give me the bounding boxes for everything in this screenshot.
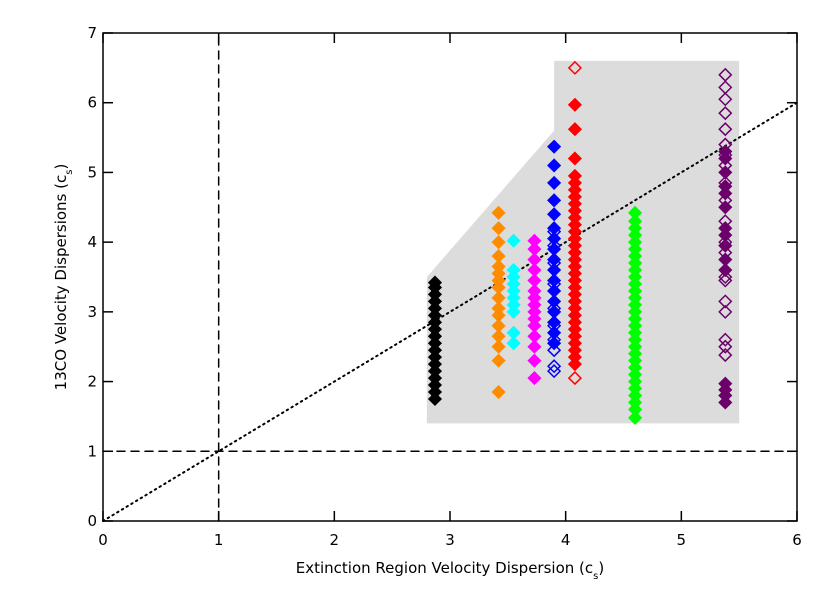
data-point [547, 238, 562, 253]
y-tick-label: 0 [87, 512, 97, 530]
data-point [567, 371, 582, 386]
data-point [491, 221, 506, 236]
x-tick-label: 3 [445, 531, 455, 549]
data-point [718, 262, 733, 278]
data-point [491, 249, 506, 264]
data-point [718, 122, 733, 137]
data-point [527, 371, 542, 386]
data-point [491, 353, 506, 368]
data-point [491, 205, 506, 220]
y-tick-label: 5 [87, 163, 97, 181]
data-point [547, 224, 562, 239]
data-point [491, 318, 506, 333]
data-point [628, 410, 643, 425]
data-point [718, 269, 733, 285]
data-point [527, 353, 542, 368]
data-point [506, 325, 521, 340]
y-tick-label: 1 [87, 442, 97, 460]
data-point [718, 273, 733, 288]
data-point [718, 200, 733, 215]
data-point [547, 301, 562, 316]
data-point [527, 273, 542, 288]
data-point [628, 214, 643, 229]
data-point [718, 304, 733, 319]
x-axis-label-part: s [593, 571, 598, 582]
data-point [547, 359, 562, 374]
data-point [491, 301, 506, 316]
x-tick-label: 6 [792, 531, 802, 549]
data-point [718, 165, 733, 180]
data-point [491, 290, 506, 305]
y-tick-label: 4 [87, 233, 97, 251]
data-point [547, 158, 562, 173]
data-point [547, 255, 562, 271]
data-point [491, 339, 506, 354]
data-point [547, 175, 562, 190]
data-point [527, 242, 542, 257]
data-point [491, 329, 506, 344]
data-point [527, 283, 542, 299]
data-point [547, 207, 562, 222]
data-point [491, 235, 506, 250]
data-point [427, 275, 443, 290]
data-point [567, 151, 582, 166]
data-point [491, 384, 506, 400]
data-point [527, 329, 542, 344]
data-point [547, 193, 562, 208]
x-axis-label: Extinction Region Velocity Dispersion (c… [296, 559, 604, 582]
data-point [491, 259, 506, 274]
x-tick-label: 5 [677, 531, 687, 549]
data-point [527, 262, 542, 278]
data-point [547, 318, 562, 333]
data-point [718, 348, 733, 363]
y-axis-label-part: s [64, 170, 75, 175]
data-point [718, 294, 733, 309]
data-point [718, 92, 733, 107]
y-tick-label: 3 [87, 303, 97, 321]
x-tick-label: 4 [561, 531, 571, 549]
y-axis-label-part: 13CO Velocity Dispersions (c [52, 175, 70, 391]
x-tick-label: 0 [98, 531, 108, 549]
data-point [527, 233, 542, 248]
data-point [718, 395, 733, 410]
data-point [506, 336, 521, 351]
y-tick-label: 2 [87, 373, 97, 391]
data-point [567, 357, 582, 372]
y-tick-label: 7 [87, 24, 97, 42]
data-point [718, 151, 733, 166]
data-point [547, 332, 562, 347]
data-point [547, 343, 562, 358]
data-point [567, 122, 582, 137]
data-point [567, 97, 582, 112]
x-axis-label-part: Extinction Region Velocity Dispersion (c [296, 559, 593, 577]
data-point [506, 233, 521, 248]
x-tick-label: 1 [214, 531, 224, 549]
x-tick-label: 2 [330, 531, 340, 549]
y-axis-label-part: ) [52, 164, 70, 170]
data-point [718, 332, 733, 347]
data-point [718, 106, 733, 121]
data-point [628, 205, 643, 220]
x-axis-label-part: ) [598, 559, 604, 577]
data-point [567, 60, 582, 75]
data-point [506, 262, 521, 278]
data-point [718, 339, 733, 354]
data-point [718, 186, 733, 201]
y-tick-label: 6 [87, 94, 97, 112]
data-point [527, 339, 542, 354]
shaded-region [426, 60, 740, 424]
data-point [718, 238, 733, 253]
data-point [547, 139, 562, 154]
data-point [527, 252, 542, 267]
data-point [547, 276, 562, 292]
y-axis-label: 13CO Velocity Dispersions (cs) [52, 164, 75, 391]
